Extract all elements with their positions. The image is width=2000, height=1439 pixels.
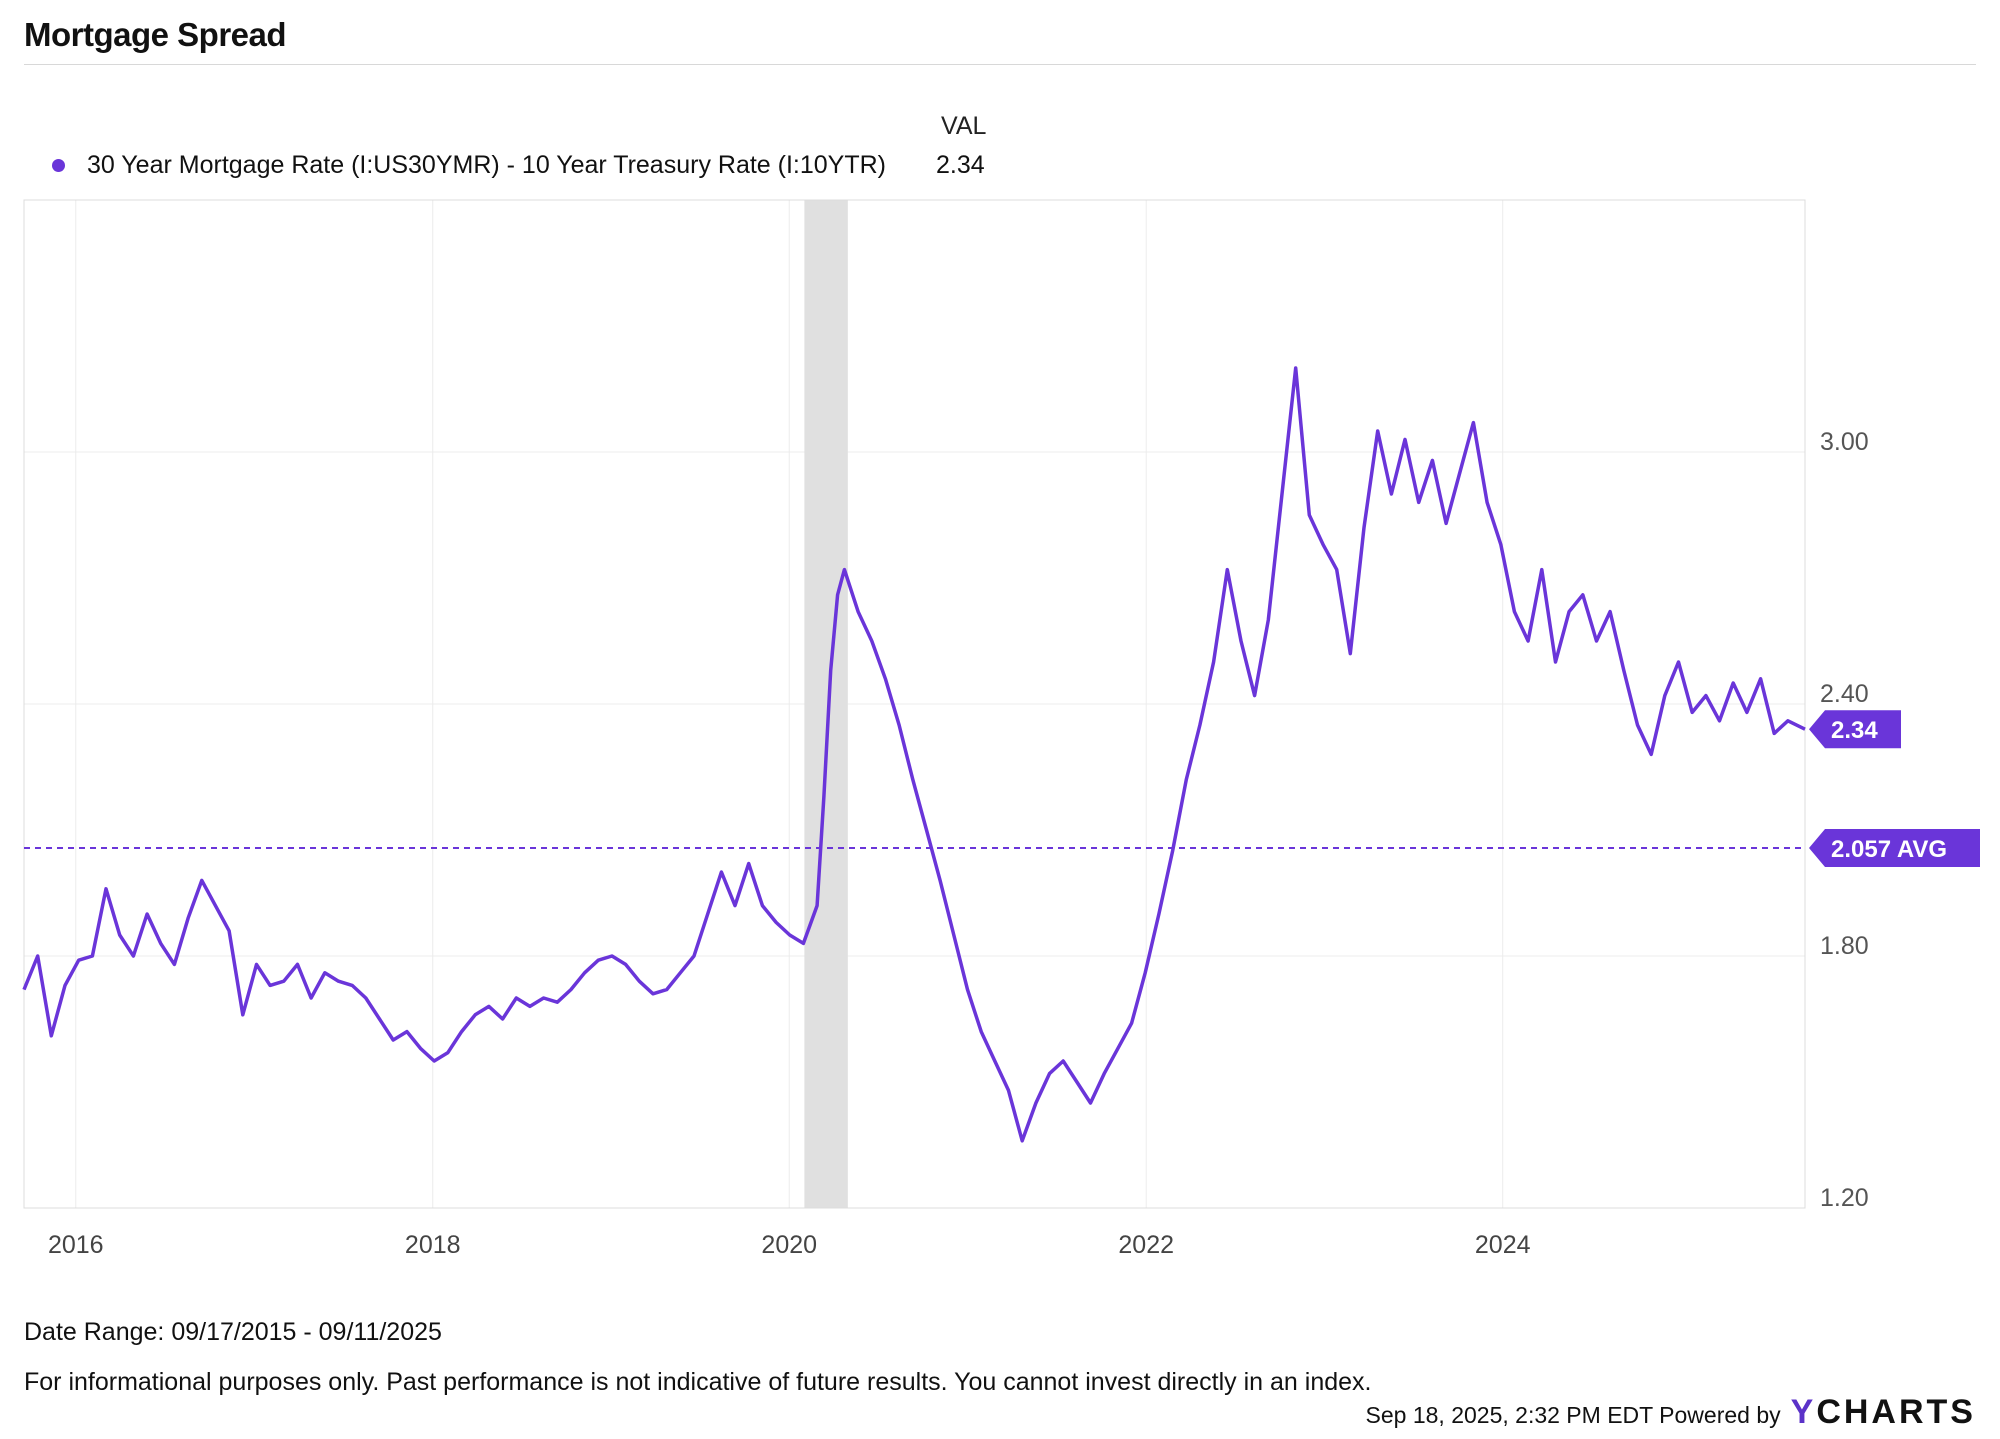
plot-frame <box>23 199 1806 1209</box>
ycharts-logo[interactable]: YCHARTS <box>1790 1393 1976 1431</box>
x-tick-label: 2016 <box>48 1231 104 1259</box>
timestamp: Sep 18, 2025, 2:32 PM EDT Powered by <box>1365 1402 1781 1428</box>
last-value-tag-shape <box>1809 710 1901 749</box>
legend-marker-icon <box>52 159 65 172</box>
attribution: Sep 18, 2025, 2:32 PM EDT Powered by YCH… <box>1366 1393 1976 1432</box>
line-chart[interactable]: 3.00 2.40 1.80 1.20 2016 2018 2020 2022 2024 2.… <box>0 0 2000 1280</box>
legend-series-name: 30 Year Mortgage Rate (I:US30YMR) - 10 Y… <box>87 151 886 179</box>
average-tag: 2.057 AVG <box>1809 829 1980 868</box>
x-tick-label: 2022 <box>1118 1231 1174 1259</box>
y-tick-label: 2.40 <box>1820 680 1869 708</box>
y-tick-label: 1.80 <box>1820 932 1869 960</box>
y-axis: 3.00 2.40 1.80 1.20 <box>1820 428 1869 1212</box>
page-title: Mortgage Spread <box>24 16 287 53</box>
y-tick-label: 3.00 <box>1820 428 1869 456</box>
average-tag-label: 2.057 AVG <box>1831 836 1947 863</box>
chart-grid <box>24 200 1805 1209</box>
title-divider <box>24 64 1976 65</box>
x-tick-label: 2024 <box>1475 1231 1531 1259</box>
date-range-note: Date Range: 09/17/2015 - 09/11/2025 <box>24 1318 442 1346</box>
legend-value-header: VAL <box>941 112 987 140</box>
legend-series-value: 2.34 <box>936 151 985 179</box>
series-line <box>22 366 1806 1143</box>
last-value-tag-label: 2.34 <box>1831 717 1878 744</box>
average-tag-shape <box>1809 829 1980 868</box>
y-tick-label: 1.20 <box>1820 1184 1869 1212</box>
x-axis: 2016 2018 2020 2022 2024 <box>48 1231 1531 1259</box>
x-tick-label: 2020 <box>761 1231 817 1259</box>
disclaimer: For informational purposes only. Past pe… <box>24 1368 1372 1396</box>
last-value-tag: 2.34 <box>1809 710 1901 749</box>
recession-band <box>804 200 848 1208</box>
x-tick-label: 2018 <box>405 1231 461 1259</box>
legend-item[interactable]: 30 Year Mortgage Rate (I:US30YMR) - 10 Y… <box>52 151 886 180</box>
